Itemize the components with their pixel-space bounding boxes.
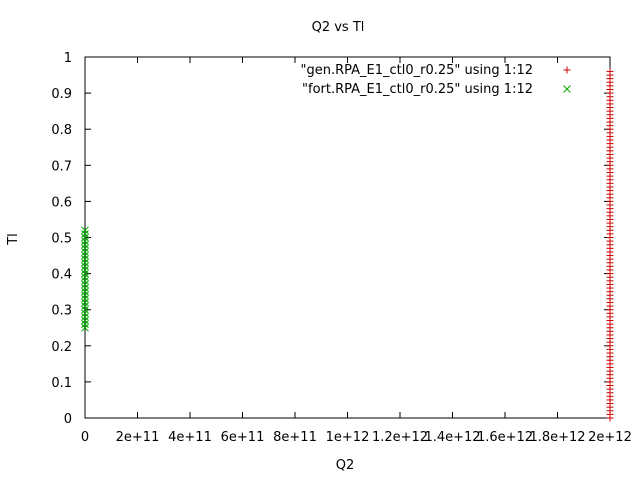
- legend-label-series-0: "gen.RPA_E1_ctl0_r0.25" using 1:12: [301, 63, 534, 78]
- y-tick-label: 0.4: [51, 268, 72, 283]
- x-tick-label: 8e+11: [273, 430, 317, 445]
- y-tick-label: 0.9: [51, 87, 72, 102]
- data-point: [81, 251, 89, 260]
- data-point: [81, 269, 89, 278]
- series-layer: [81, 67, 614, 422]
- data-point: [81, 309, 89, 318]
- data-point: [81, 287, 89, 296]
- data-point: [81, 266, 89, 274]
- data-point: [81, 240, 89, 249]
- data-point: [81, 284, 89, 292]
- data-point: [81, 302, 89, 310]
- x-tick-label: 2e+12: [588, 430, 632, 445]
- data-point: [81, 262, 89, 271]
- y-tick-label: 0.2: [51, 340, 72, 355]
- data-point: [81, 298, 89, 307]
- data-point: [81, 323, 89, 332]
- data-point: [81, 237, 89, 245]
- y-tick-label: 0.7: [51, 159, 72, 174]
- y-tick-label: 0.5: [51, 232, 72, 247]
- x-tick-label: 1.4e+12: [424, 430, 480, 445]
- legend-label-series-1: "fort.RPA_E1_ctl0_r0.25" using 1:12: [302, 82, 533, 97]
- data-point: [81, 258, 89, 267]
- plot-border: [84, 56, 611, 419]
- y-tick-label: 0.3: [51, 304, 72, 319]
- x-tick-label: 1.2e+12: [372, 430, 428, 445]
- x-tick-label: 0: [81, 430, 89, 445]
- data-point: [81, 276, 89, 285]
- x-tick-label: 1.6e+12: [477, 430, 533, 445]
- data-point: [606, 67, 614, 75]
- data-point: [81, 313, 89, 321]
- y-axis-label: Tl: [6, 233, 21, 246]
- x-tick-label: 2e+11: [116, 430, 160, 445]
- y-axis: 0 0.1 0.2 0.3 0.4 0.5 0.6 0.7 0.8 0.9 1: [51, 51, 610, 427]
- x-tick-label: 1e+12: [326, 430, 370, 445]
- data-point: [81, 295, 89, 303]
- data-point: [81, 280, 89, 289]
- y-tick-label: 0: [64, 412, 72, 427]
- data-point: [81, 291, 89, 300]
- data-point: [81, 273, 89, 282]
- data-point: [81, 305, 89, 314]
- data-point: [81, 233, 89, 242]
- data-point: [81, 316, 89, 325]
- legend-marks: [563, 66, 571, 93]
- legend: "gen.RPA_E1_ctl0_r0.25" using 1:12 "fort…: [301, 63, 571, 97]
- x-tick-label: 6e+11: [221, 430, 265, 445]
- legend-marker-series-0: [563, 66, 571, 74]
- legend-marker-series-1: [563, 85, 571, 93]
- y-tick-label: 0.8: [51, 123, 72, 138]
- data-point: [81, 320, 89, 328]
- data-point: [81, 244, 89, 253]
- series-1: [81, 226, 89, 332]
- x-tick-label: 1.8e+12: [529, 430, 585, 445]
- y-tick-label: 0.6: [51, 195, 72, 210]
- x-axis: 0 2e+11 4e+11 6e+11 8e+11 1e+12 1.2e+121.4e+12…: [81, 57, 632, 445]
- data-point: [81, 226, 89, 235]
- x-axis-label: Q2: [336, 458, 355, 473]
- y-tick-label: 1: [64, 51, 72, 66]
- chart-title: Q2 vs Tl: [312, 20, 365, 35]
- x-tick-label: 4e+11: [168, 430, 212, 445]
- plot-frame: [84, 56, 611, 419]
- data-point: [81, 248, 89, 256]
- data-point: [81, 230, 89, 238]
- data-point: [81, 255, 89, 264]
- series-0: [606, 67, 614, 422]
- y-tick-label: 0.1: [51, 376, 72, 391]
